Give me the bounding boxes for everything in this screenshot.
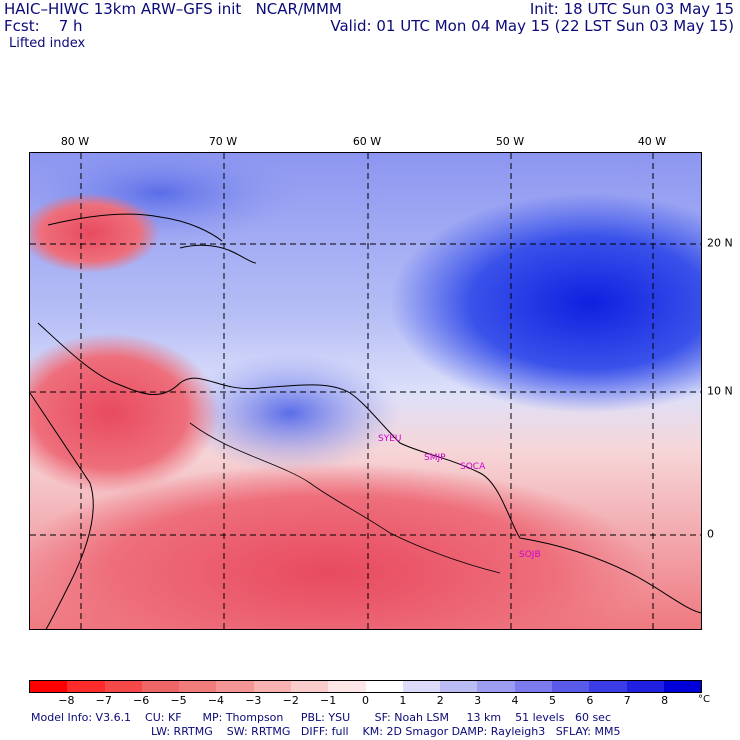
colorbar-tick-label: −1: [320, 694, 337, 707]
colorbar-labels: −8 −7 −6 −5 −4 −3 −2 −1 0 1 2 3 4 5 6 7 8: [29, 694, 702, 708]
station-label: SYEU: [378, 434, 401, 444]
coastline-pacific: [30, 392, 94, 629]
latitude-label-20n: 20 N: [707, 236, 733, 250]
colorbar-tick-label: −4: [207, 694, 225, 707]
colorbar-tick-label: −2: [282, 694, 299, 707]
colorbar-segment: [30, 681, 68, 692]
colorbar-tick-label: 4: [511, 694, 519, 707]
colorbar-tick-label: −8: [58, 694, 75, 707]
colorbar-tick-label: 2: [436, 694, 444, 707]
station-label: SOJB: [519, 550, 541, 560]
colorbar-segment: [440, 681, 478, 692]
init-time: Init: 18 UTC Sun 03 May 15: [529, 0, 734, 18]
colorbar-segment: [328, 681, 366, 692]
coastline-cuba: [47, 213, 223, 242]
colorbar-segment: [253, 681, 291, 692]
colorbar-tick-label: 6: [586, 694, 594, 707]
colorbar-segment: [104, 681, 142, 692]
colorbar-segment: [589, 681, 627, 692]
colorbar-segment: [402, 681, 441, 692]
stable-region-caribbean: [180, 353, 400, 473]
forecast-hour: Fcst: 7 h: [4, 17, 83, 35]
coastline-hispaniola: [179, 244, 257, 264]
colorbar-tick-label: 8: [661, 694, 669, 707]
longitude-label-80w: 80 W: [60, 135, 90, 148]
colorbar-segment: [179, 681, 217, 692]
latitude-label-10n: 10 N: [707, 384, 733, 398]
map-canvas: SYEU SMJP SOCA SOJB: [30, 153, 701, 629]
model-info-line-2: LW: RRTMG SW: RRTMG DIFF: full KM: 2D Sm…: [151, 725, 621, 738]
colorbar-segment: [626, 681, 664, 692]
valid-time: Valid: 01 UTC Mon 04 May 15 (22 LST Sun …: [330, 17, 734, 35]
colorbar-tick-label: 5: [548, 694, 556, 707]
colorbar-tick-label: −6: [133, 694, 150, 707]
colorbar-tick-label: −5: [170, 694, 187, 707]
stable-region-atlantic: [390, 193, 701, 413]
colorbar-segment: [365, 681, 403, 692]
latitude-label-equator: 0: [707, 527, 714, 541]
field-name: Lifted index: [9, 36, 86, 51]
colorbar-tick-label: 1: [399, 694, 407, 707]
colorbar-tick-label: −3: [245, 694, 262, 707]
longitude-label-40w: 40 W: [637, 135, 667, 148]
colorbar-segment: [67, 681, 105, 692]
unstable-region-central-america: [30, 333, 220, 493]
lifted-index-map[interactable]: SYEU SMJP SOCA SOJB: [29, 152, 702, 630]
colorbar-tick-label: −7: [95, 694, 112, 707]
station-label: SMJP: [424, 453, 446, 463]
colorbar-segment: [663, 681, 702, 692]
colorbar: [29, 680, 702, 693]
colorbar-segment: [290, 681, 329, 692]
unstable-region-amazon: [30, 463, 650, 629]
longitude-label-60w: 60 W: [352, 135, 382, 148]
app-title: HAIC–HIWC 13km ARW–GFS init NCAR/MMM: [4, 0, 342, 18]
colorbar-segment: [216, 681, 254, 692]
colorbar-segment: [477, 681, 515, 692]
country-borders: [189, 422, 501, 574]
colorbar-tick-label: 0: [362, 694, 369, 707]
longitude-label-70w: 70 W: [208, 135, 238, 148]
colorbar-tick-label: 7: [623, 694, 631, 707]
colorbar-segment: [141, 681, 180, 692]
model-info-line-1: Model Info: V3.6.1 CU: KF MP: Thompson P…: [31, 711, 611, 724]
colorbar-unit: °C: [698, 694, 710, 705]
longitude-label-50w: 50 W: [495, 135, 525, 148]
coastline-south-america: [37, 322, 701, 614]
colorbar-tick-label: 3: [474, 694, 482, 707]
colorbar-segment: [514, 681, 552, 692]
colorbar-segment: [551, 681, 590, 692]
unstable-region-cuba: [30, 193, 160, 273]
station-label: SOCA: [460, 462, 486, 472]
